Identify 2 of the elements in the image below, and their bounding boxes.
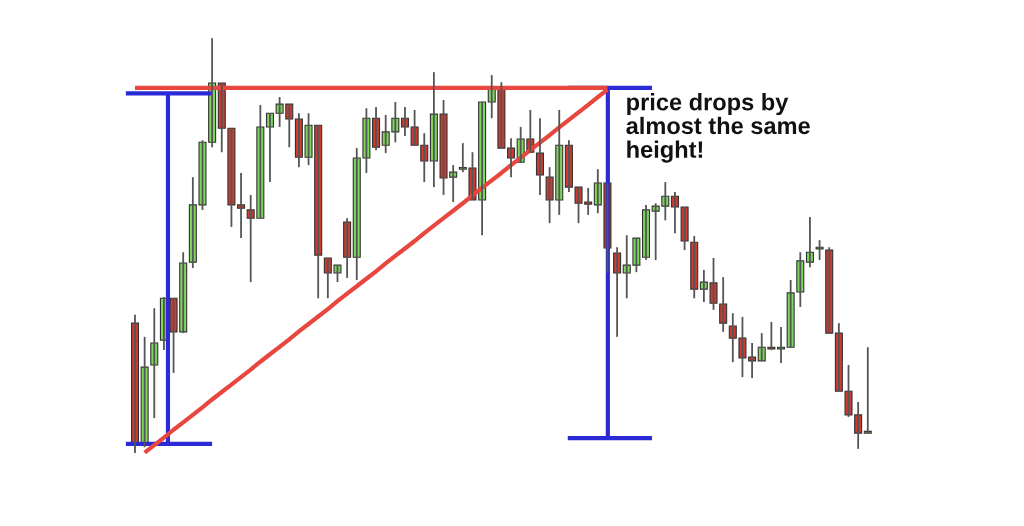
candlestick — [863, 346, 872, 434]
annotation: price drops by almost the same height! — [626, 93, 810, 163]
